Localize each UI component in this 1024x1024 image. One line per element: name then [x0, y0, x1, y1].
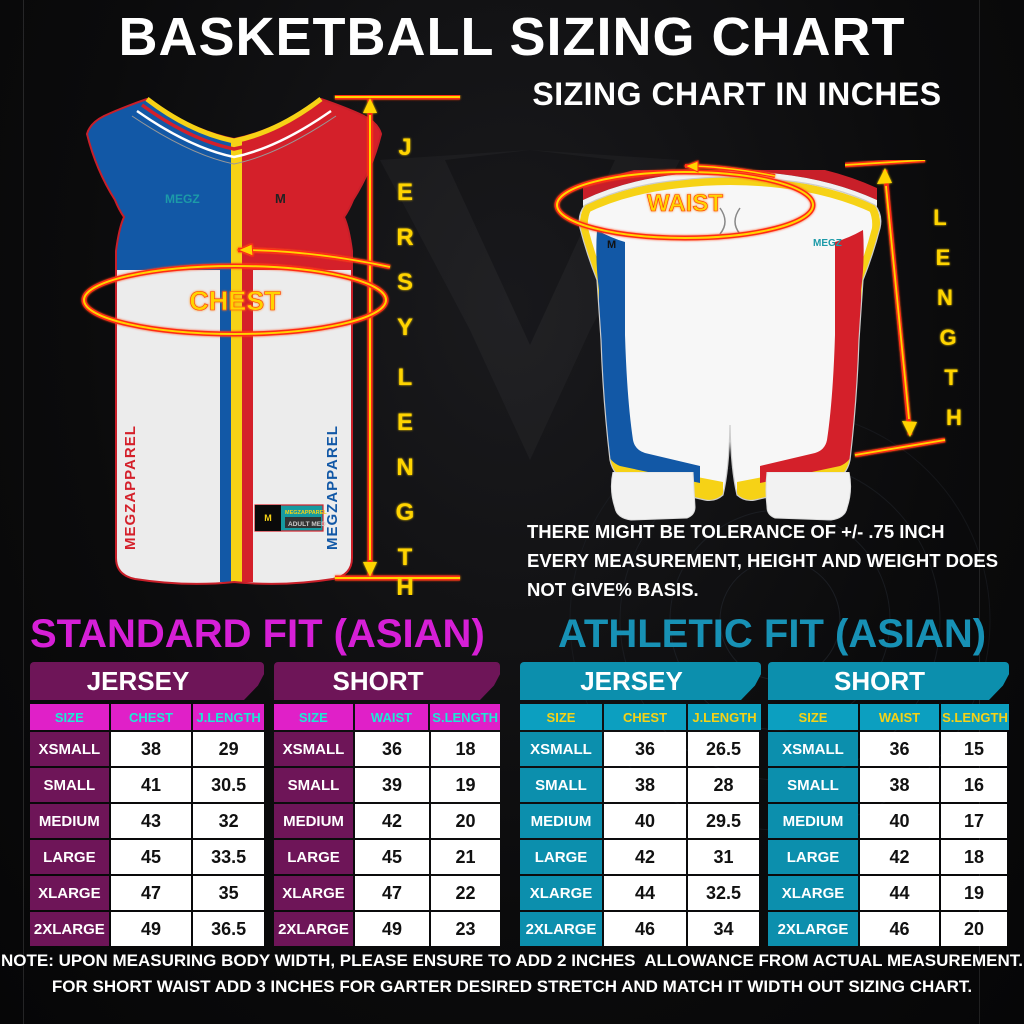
svg-text:MEGZAPPAREL: MEGZAPPAREL — [285, 510, 327, 516]
svg-text:E: E — [397, 179, 413, 206]
svg-text:WAIST: WAIST — [647, 190, 723, 217]
svg-text:L: L — [398, 364, 413, 391]
svg-text:T: T — [398, 544, 413, 571]
svg-text:ADULT MED: ADULT MED — [288, 521, 326, 528]
svg-text:CHEST: CHEST — [189, 286, 281, 316]
svg-text:N: N — [937, 285, 953, 310]
svg-text:J: J — [398, 134, 411, 161]
svg-text:N: N — [396, 454, 413, 481]
svg-text:H: H — [946, 405, 962, 430]
svg-text:M: M — [264, 513, 272, 523]
svg-text:MEGZ: MEGZ — [165, 192, 200, 206]
svg-text:H: H — [396, 574, 413, 595]
svg-text:E: E — [936, 245, 951, 270]
svg-text:T: T — [944, 365, 958, 390]
svg-text:G: G — [939, 325, 956, 350]
svg-text:MEGZAPPAREL: MEGZAPPAREL — [122, 425, 139, 550]
svg-text:M: M — [275, 191, 286, 206]
svg-text:L: L — [933, 205, 946, 230]
svg-text:E: E — [397, 409, 413, 436]
svg-text:G: G — [396, 499, 415, 526]
